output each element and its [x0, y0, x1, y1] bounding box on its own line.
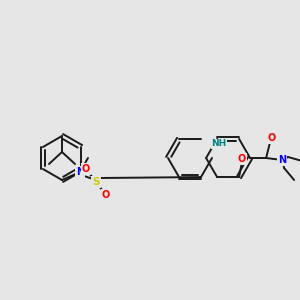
Text: O: O [102, 190, 110, 200]
Text: O: O [268, 133, 276, 143]
Text: N: N [76, 167, 84, 177]
Text: N: N [278, 155, 286, 165]
Text: O: O [82, 164, 90, 174]
Text: NH: NH [212, 140, 227, 148]
Text: S: S [92, 177, 100, 187]
Text: O: O [238, 154, 246, 164]
